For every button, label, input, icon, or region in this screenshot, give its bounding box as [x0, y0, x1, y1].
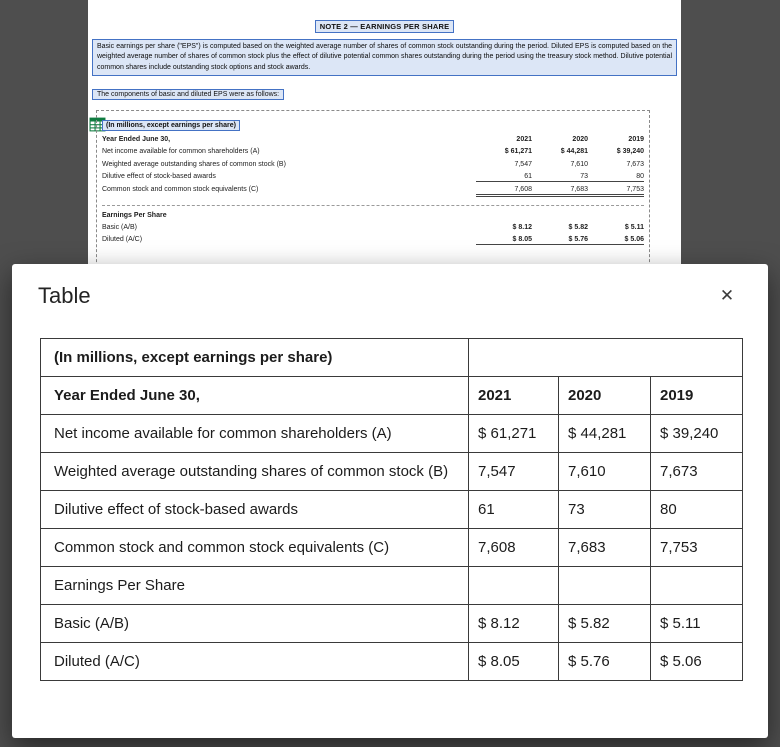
table-cell: Weighted average outstanding shares of c… — [40, 452, 469, 491]
table-cell: $ 61,271 — [468, 414, 559, 453]
doc-cell: $ 5.82 — [568, 224, 588, 232]
doc-table-caption: (In millions, except earnings per share) — [102, 120, 240, 131]
table-caption-cell: (In millions, except earnings per share) — [40, 338, 469, 377]
doc-intro-row: The components of basic and diluted EPS … — [92, 83, 677, 101]
doc-cell: Weighted average outstanding shares of c… — [102, 160, 286, 168]
doc-cell: 7,610 — [570, 160, 588, 168]
doc-header-year: 2020 — [572, 136, 588, 144]
table-row: Basic (A/B) $ 8.12 $ 5.82 $ 5.11 — [40, 604, 743, 643]
table-cell: 7,608 — [468, 528, 559, 567]
table-header-row: Year Ended June 30, 2021 2020 2019 — [40, 376, 743, 415]
doc-cell: 7,753 — [588, 185, 644, 197]
doc-cell: $ 44,281 — [560, 148, 588, 156]
doc-table-row: Earnings Per Share — [102, 211, 644, 220]
table-cell: 80 — [650, 490, 743, 529]
table-cell: 7,547 — [468, 452, 559, 491]
modal-table: (In millions, except earnings per share)… — [40, 338, 743, 681]
table-row: Net income available for common sharehol… — [40, 414, 743, 453]
doc-cell: 7,547 — [514, 160, 532, 168]
doc-table-row: Basic (A/B) $ 8.12 $ 5.82 $ 5.11 — [102, 223, 644, 232]
doc-cell: 7,683 — [532, 185, 588, 197]
doc-cell: 80 — [588, 172, 644, 182]
close-icon[interactable]: ✕ — [712, 281, 742, 311]
doc-cell: 73 — [532, 172, 588, 182]
doc-header-year: 2019 — [628, 136, 644, 144]
table-cell: 73 — [558, 490, 651, 529]
table-row: Common stock and common stock equivalent… — [40, 528, 743, 567]
doc-cell: $ 5.76 — [532, 235, 588, 246]
table-cell: Earnings Per Share — [40, 566, 469, 605]
table-row: Weighted average outstanding shares of c… — [40, 452, 743, 491]
doc-cell: Dilutive effect of stock-based awards — [102, 172, 216, 180]
doc-note-title: NOTE 2 — EARNINGS PER SHARE — [314, 20, 455, 33]
doc-table-row: Weighted average outstanding shares of c… — [102, 160, 644, 169]
table-cell — [650, 566, 743, 605]
table-cell: 7,683 — [558, 528, 651, 567]
doc-cell: $ 39,240 — [616, 148, 644, 156]
table-row: Diluted (A/C) $ 8.05 $ 5.76 $ 5.06 — [40, 642, 743, 681]
table-cell: Basic (A/B) — [40, 604, 469, 643]
table-cell: 7,753 — [650, 528, 743, 567]
doc-table-row: Net income available for common sharehol… — [102, 147, 644, 156]
table-header-cell: 2020 — [558, 376, 651, 415]
table-cell — [468, 566, 559, 605]
doc-table-caption-row: (In millions, except earnings per share) — [102, 114, 644, 132]
doc-cell: Net income available for common sharehol… — [102, 148, 260, 156]
table-header-cell: 2021 — [468, 376, 559, 415]
table-cell: $ 8.05 — [468, 642, 559, 681]
table-cell: 7,610 — [558, 452, 651, 491]
table-cell: 7,673 — [650, 452, 743, 491]
table-header-cell: 2019 — [650, 376, 743, 415]
table-header-cell: Year Ended June 30, — [40, 376, 469, 415]
doc-paragraph: Basic earnings per share ("EPS") is comp… — [92, 39, 677, 77]
table-cell: $ 5.76 — [558, 642, 651, 681]
doc-table-header-row: Year Ended June 30, 2021 2020 2019 — [102, 135, 644, 144]
table-cell: $ 39,240 — [650, 414, 743, 453]
table-cell: Common stock and common stock equivalent… — [40, 528, 469, 567]
table-row: Dilutive effect of stock-based awards 61… — [40, 490, 743, 529]
doc-cell: 7,673 — [626, 160, 644, 168]
table-cell: $ 44,281 — [558, 414, 651, 453]
table-cell: $ 5.11 — [650, 604, 743, 643]
table-cell: $ 5.06 — [650, 642, 743, 681]
table-row: Earnings Per Share — [40, 566, 743, 605]
doc-cell: $ 5.11 — [624, 224, 644, 232]
table-cell: Diluted (A/C) — [40, 642, 469, 681]
table-cell: $ 5.82 — [558, 604, 651, 643]
doc-cell: $ 8.12 — [512, 224, 532, 232]
table-caption-empty-cell — [468, 338, 743, 377]
doc-header-year: 2021 — [516, 136, 532, 144]
table-modal: Table ✕ (In millions, except earnings pe… — [12, 264, 768, 738]
doc-note-title-row: NOTE 2 — EARNINGS PER SHARE — [88, 16, 681, 34]
doc-cell: $ 5.06 — [588, 235, 644, 246]
table-cell — [558, 566, 651, 605]
document-page: NOTE 2 — EARNINGS PER SHARE Basic earnin… — [88, 0, 681, 290]
doc-cell: $ 8.05 — [476, 235, 532, 246]
doc-intro-line: The components of basic and diluted EPS … — [92, 89, 285, 101]
doc-cell: Earnings Per Share — [102, 211, 167, 219]
table-cell: 61 — [468, 490, 559, 529]
doc-cell: $ 61,271 — [504, 148, 532, 156]
doc-cell: Diluted (A/C) — [102, 236, 143, 244]
table-cell: $ 8.12 — [468, 604, 559, 643]
doc-cell: 7,608 — [476, 185, 532, 197]
table-cell: Dilutive effect of stock-based awards — [40, 490, 469, 529]
doc-dashed-divider — [102, 204, 644, 206]
doc-cell: Basic (A/B) — [102, 224, 138, 232]
doc-table-row: Diluted (A/C) $ 8.05 $ 5.76 $ 5.06 — [102, 235, 644, 246]
doc-cell: Common stock and common stock equivalent… — [102, 185, 259, 193]
modal-title: Table — [38, 283, 91, 308]
doc-header-label: Year Ended June 30, — [102, 136, 171, 144]
table-cell: Net income available for common sharehol… — [40, 414, 469, 453]
doc-table-row: Common stock and common stock equivalent… — [102, 185, 644, 197]
table-caption-row: (In millions, except earnings per share) — [40, 338, 743, 377]
doc-cell: 61 — [476, 172, 532, 182]
doc-table-selection: (In millions, except earnings per share)… — [96, 110, 650, 282]
doc-table-row: Dilutive effect of stock-based awards 61… — [102, 172, 644, 182]
